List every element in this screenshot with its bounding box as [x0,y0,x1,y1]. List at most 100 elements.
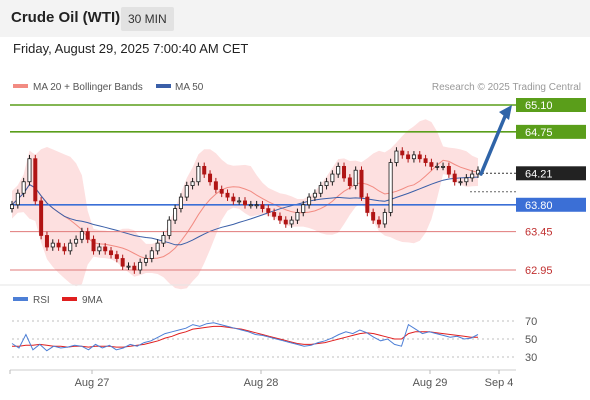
candle-body [225,192,230,198]
candle-body [161,235,166,244]
candle-body [446,165,451,175]
candle-body [371,212,376,221]
timeframe-button[interactable]: 30 MIN [121,7,174,31]
candle-body [423,158,428,163]
ma50-line [11,176,479,246]
level-label-63.80: 63.80 [525,200,553,212]
candle-body [231,196,236,202]
ma50-layer [11,176,479,246]
candle-body [33,158,38,202]
x-tick-label-2: Aug 29 [413,377,448,389]
candle-body [120,258,125,267]
candle-body [417,154,422,160]
candle-body [301,204,306,213]
candle-body [208,173,213,183]
candle-body [260,204,265,210]
candle-body [470,173,475,179]
rsi-tick-70: 70 [525,316,537,328]
x-axis: Aug 27 Aug 28 Aug 29 Sep 4 [75,370,514,389]
projection-arrow-shaft [479,112,508,176]
candle-body [394,150,399,163]
candle-body [237,200,242,203]
candle-body [126,265,131,268]
candle-body [132,265,137,271]
candle-body [324,181,329,186]
candle-body [336,165,341,175]
rsi-9ma-line [12,325,478,348]
candle-body [359,169,364,198]
candle-body [91,238,96,252]
x-tick-label-1: Aug 28 [244,377,279,389]
legend-label-ma20: MA 20 + Bollinger Bands [33,82,143,93]
candle-body [173,208,178,221]
candle-body [388,162,393,213]
candle-body [272,212,277,217]
candle-body [464,177,469,183]
source-credit: Research © 2025 Trading Central [432,82,581,93]
candle-body [143,258,148,263]
candle-body [441,165,446,168]
candle-body [9,204,14,210]
rsi-panel: 70 50 30 [11,316,537,364]
level-label-64.75: 64.75 [525,127,553,139]
candle-body [190,181,195,186]
candle-body [184,185,189,198]
legend-swatch-ma20 [13,84,28,88]
candle-body [365,196,370,213]
legend-label-ma50: MA 50 [175,82,204,93]
candle-body [97,246,102,252]
x-tick-label-3: Sep 4 [485,377,514,389]
candle-body [353,169,358,186]
level-tag-64.75 [516,124,586,139]
rsi-line [11,322,479,352]
level-tag-65.10 [516,98,586,112]
candle-body [44,235,49,248]
legend-swatch-9ma [62,297,77,301]
candle-body [400,150,405,156]
legend-swatch-rsi [13,297,28,301]
candlesticks [9,147,480,274]
candle-body [213,181,218,190]
candle-body [411,154,416,160]
candle-body [307,196,312,206]
chart-header: Crude Oil (WTI) 30 MIN [0,0,590,37]
candle-body [283,219,288,225]
candle-body [149,250,154,259]
candle-body [50,242,55,248]
candle-body [85,231,90,240]
candle-body [155,242,160,252]
last-price-tag [516,166,586,181]
candle-body [103,246,108,252]
price-tags: 65.10 64.75 63.80 63.45 62.95 64.21 [516,98,586,277]
legend-label-rsi: RSI [33,295,50,306]
candle-body [382,212,387,225]
candle-body [312,192,317,198]
instrument-title: Crude Oil (WTI) [11,9,121,26]
candle-body [429,162,434,167]
candle-body [254,204,259,207]
candle-body [242,200,247,206]
projection-arrow-head [499,105,512,120]
candle-body [196,165,201,183]
candle-body [452,173,457,183]
candle-body [79,231,84,240]
candle-body [56,242,61,248]
candle-body [266,208,271,213]
candle-body [15,192,20,206]
candle-body [347,177,352,186]
candle-body [435,165,440,168]
candle-body [248,204,253,207]
candle-body [318,185,323,194]
legend-swatch-ma50 [156,84,171,88]
legend-label-9ma: 9MA [82,295,103,306]
rsi-tick-30: 30 [525,352,537,364]
candle-body [277,215,282,221]
candle-body [138,261,143,271]
candle-body [202,165,207,175]
candle-body [114,254,119,259]
candle-body [295,212,300,221]
candle-body [27,158,32,183]
timestamp: Friday, August 29, 2025 7:00:40 AM CET [13,41,249,56]
candle-body [376,219,381,225]
